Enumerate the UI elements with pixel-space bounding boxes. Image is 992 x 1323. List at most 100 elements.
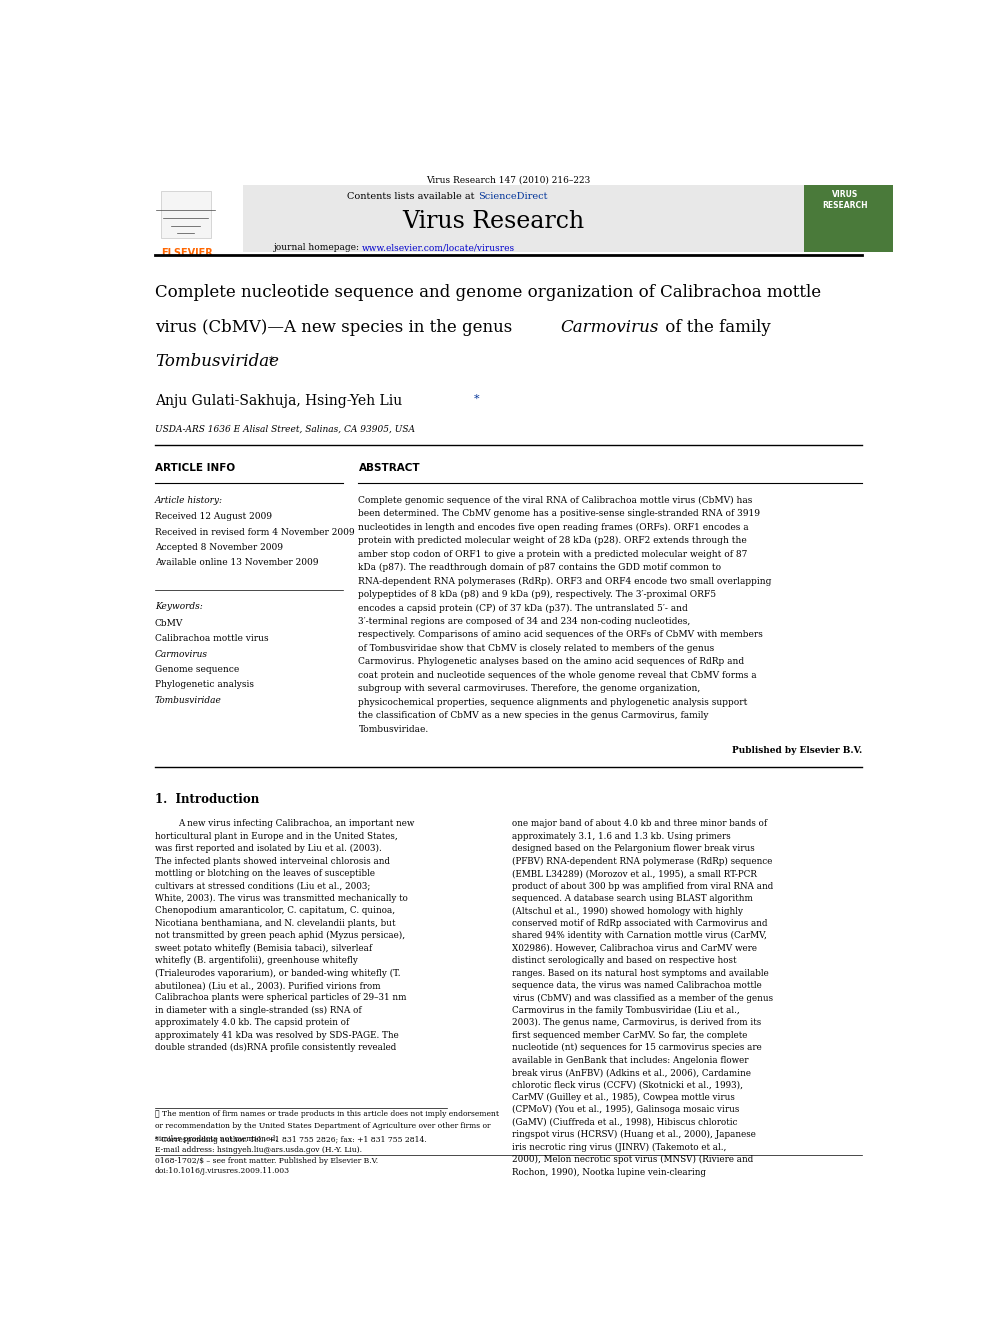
- Text: Contents lists available at: Contents lists available at: [347, 192, 478, 201]
- Text: break virus (AnFBV) (Adkins et al., 2006), Cardamine: break virus (AnFBV) (Adkins et al., 2006…: [512, 1068, 751, 1077]
- Text: Virus Research 147 (2010) 216–223: Virus Research 147 (2010) 216–223: [427, 175, 590, 184]
- Text: available in GenBank that includes: Angelonia flower: available in GenBank that includes: Ange…: [512, 1056, 749, 1065]
- Text: subgroup with several carmoviruses. Therefore, the genome organization,: subgroup with several carmoviruses. Ther…: [358, 684, 700, 693]
- Text: (GaMV) (Ciuffreda et al., 1998), Hibiscus chlorotic: (GaMV) (Ciuffreda et al., 1998), Hibiscu…: [512, 1118, 738, 1127]
- Text: ★ The mention of firm names or trade products in this article does not imply end: ★ The mention of firm names or trade pro…: [155, 1110, 499, 1118]
- Text: or recommendation by the United States Department of Agriculture over other firm: or recommendation by the United States D…: [155, 1122, 490, 1130]
- Text: Complete nucleotide sequence and genome organization of Calibrachoa mottle: Complete nucleotide sequence and genome …: [155, 284, 820, 302]
- Text: approximately 41 kDa was resolved by SDS-PAGE. The: approximately 41 kDa was resolved by SDS…: [155, 1031, 399, 1040]
- Text: *: *: [474, 394, 479, 404]
- Text: 1.  Introduction: 1. Introduction: [155, 792, 259, 806]
- Bar: [805, 185, 893, 253]
- Text: approximately 4.0 kb. The capsid protein of: approximately 4.0 kb. The capsid protein…: [155, 1019, 349, 1028]
- Text: ScienceDirect: ScienceDirect: [478, 192, 548, 201]
- Text: protein with predicted molecular weight of 28 kDa (p28). ORF2 extends through th: protein with predicted molecular weight …: [358, 536, 747, 545]
- Text: of Tombusviridae show that CbMV is closely related to members of the genus: of Tombusviridae show that CbMV is close…: [358, 644, 714, 652]
- Text: respectively. Comparisons of amino acid sequences of the ORFs of CbMV with membe: respectively. Comparisons of amino acid …: [358, 631, 764, 639]
- Text: 2003). The genus name, Carmovirus, is derived from its: 2003). The genus name, Carmovirus, is de…: [512, 1019, 762, 1028]
- Text: ELSEVIER: ELSEVIER: [161, 249, 212, 258]
- Text: Received 12 August 2009: Received 12 August 2009: [155, 512, 272, 521]
- Bar: [161, 192, 211, 238]
- Text: E-mail address: hsingyeh.liu@ars.usda.gov (H.-Y. Liu).: E-mail address: hsingyeh.liu@ars.usda.go…: [155, 1146, 362, 1154]
- Text: abutilonea) (Liu et al., 2003). Purified virions from: abutilonea) (Liu et al., 2003). Purified…: [155, 982, 380, 990]
- Text: Carmovirus: Carmovirus: [155, 650, 207, 659]
- Text: Tombusviridae: Tombusviridae: [155, 353, 279, 370]
- Text: nucleotides in length and encodes five open reading frames (ORFs). ORF1 encodes : nucleotides in length and encodes five o…: [358, 523, 749, 532]
- Text: ranges. Based on its natural host symptoms and available: ranges. Based on its natural host sympto…: [512, 968, 769, 978]
- Text: Virus Research: Virus Research: [402, 209, 584, 233]
- Text: virus (CbMV) and was classified as a member of the genus: virus (CbMV) and was classified as a mem…: [512, 994, 774, 1003]
- Text: product of about 300 bp was amplified from viral RNA and: product of about 300 bp was amplified fr…: [512, 881, 774, 890]
- Text: in diameter with a single-stranded (ss) RNA of: in diameter with a single-stranded (ss) …: [155, 1005, 361, 1015]
- Text: (CPMoV) (You et al., 1995), Galinsoga mosaic virus: (CPMoV) (You et al., 1995), Galinsoga mo…: [512, 1105, 740, 1114]
- Text: chlorotic fleck virus (CCFV) (Skotnicki et al., 1993),: chlorotic fleck virus (CCFV) (Skotnicki …: [512, 1081, 743, 1089]
- Text: was first reported and isolated by Liu et al. (2003).: was first reported and isolated by Liu e…: [155, 844, 382, 853]
- Text: the classification of CbMV as a new species in the genus Carmovirus, family: the classification of CbMV as a new spec…: [358, 710, 709, 720]
- Text: Anju Gulati-Sakhuja, Hsing-Yeh Liu: Anju Gulati-Sakhuja, Hsing-Yeh Liu: [155, 394, 402, 407]
- Text: Article history:: Article history:: [155, 496, 223, 505]
- Text: coat protein and nucleotide sequences of the whole genome reveal that CbMV forms: coat protein and nucleotide sequences of…: [358, 671, 757, 680]
- Text: mottling or blotching on the leaves of susceptible: mottling or blotching on the leaves of s…: [155, 869, 375, 878]
- Text: not transmitted by green peach aphid (Myzus persicae),: not transmitted by green peach aphid (My…: [155, 931, 405, 941]
- Text: Nicotiana benthamiana, and N. clevelandii plants, but: Nicotiana benthamiana, and N. clevelandi…: [155, 919, 395, 927]
- Text: White, 2003). The virus was transmitted mechanically to: White, 2003). The virus was transmitted …: [155, 894, 408, 904]
- Text: (Trialeurodes vaporarium), or banded-wing whitefly (T.: (Trialeurodes vaporarium), or banded-win…: [155, 968, 400, 978]
- Text: Chenopodium amaranticolor, C. capitatum, C. quinoa,: Chenopodium amaranticolor, C. capitatum,…: [155, 906, 395, 916]
- Text: Tombusviridae.: Tombusviridae.: [358, 725, 429, 733]
- Text: X02986). However, Calibrachoa virus and CarMV were: X02986). However, Calibrachoa virus and …: [512, 943, 757, 953]
- Text: shared 94% identity with Carnation mottle virus (CarMV,: shared 94% identity with Carnation mottl…: [512, 931, 767, 941]
- Text: conserved motif of RdRp associated with Carmovirus and: conserved motif of RdRp associated with …: [512, 919, 768, 927]
- Text: of the family: of the family: [660, 319, 771, 336]
- Text: Accepted 8 November 2009: Accepted 8 November 2009: [155, 542, 283, 552]
- Text: sweet potato whitefly (Bemisia tabaci), silverleaf: sweet potato whitefly (Bemisia tabaci), …: [155, 943, 372, 953]
- Text: kDa (p87). The readthrough domain of p87 contains the GDD motif common to: kDa (p87). The readthrough domain of p87…: [358, 564, 721, 573]
- Text: double stranded (ds)RNA profile consistently revealed: double stranded (ds)RNA profile consiste…: [155, 1044, 396, 1052]
- Text: one major band of about 4.0 kb and three minor bands of: one major band of about 4.0 kb and three…: [512, 819, 768, 828]
- Text: * Corresponding author. Tel.: +1 831 755 2826; fax: +1 831 755 2814.: * Corresponding author. Tel.: +1 831 755…: [155, 1135, 427, 1143]
- Text: Keywords:: Keywords:: [155, 602, 202, 611]
- Text: encodes a capsid protein (CP) of 37 kDa (p37). The untranslated 5′- and: encodes a capsid protein (CP) of 37 kDa …: [358, 603, 688, 613]
- Text: 2000), Melon necrotic spot virus (MNSV) (Riviere and: 2000), Melon necrotic spot virus (MNSV) …: [512, 1155, 754, 1164]
- Text: designed based on the Pelargonium flower break virus: designed based on the Pelargonium flower…: [512, 844, 755, 853]
- Text: sequence data, the virus was named Calibrachoa mottle: sequence data, the virus was named Calib…: [512, 982, 762, 990]
- Text: iris necrotic ring virus (JINRV) (Takemoto et al.,: iris necrotic ring virus (JINRV) (Takemo…: [512, 1143, 726, 1152]
- Text: www.elsevier.com/locate/virusres: www.elsevier.com/locate/virusres: [362, 243, 516, 253]
- Text: 0168-1702/$ – see front matter. Published by Elsevier B.V.: 0168-1702/$ – see front matter. Publishe…: [155, 1158, 378, 1166]
- Text: VIRUS
RESEARCH: VIRUS RESEARCH: [822, 191, 868, 210]
- Text: Published by Elsevier B.V.: Published by Elsevier B.V.: [732, 746, 862, 755]
- Text: Available online 13 November 2009: Available online 13 November 2009: [155, 558, 318, 568]
- Text: CarMV (Guilley et al., 1985), Cowpea mottle virus: CarMV (Guilley et al., 1985), Cowpea mot…: [512, 1093, 735, 1102]
- Text: (PFBV) RNA-dependent RNA polymerase (RdRp) sequence: (PFBV) RNA-dependent RNA polymerase (RdR…: [512, 857, 773, 867]
- Text: Received in revised form 4 November 2009: Received in revised form 4 November 2009: [155, 528, 354, 537]
- Bar: [155, 185, 243, 253]
- Text: ringspot virus (HCRSV) (Huang et al., 2000), Japanese: ringspot virus (HCRSV) (Huang et al., 20…: [512, 1130, 756, 1139]
- Bar: [155, 185, 805, 253]
- Text: Genome sequence: Genome sequence: [155, 665, 239, 673]
- Text: Complete genomic sequence of the viral RNA of Calibrachoa mottle virus (CbMV) ha: Complete genomic sequence of the viral R…: [358, 496, 753, 505]
- Text: distinct serologically and based on respective host: distinct serologically and based on resp…: [512, 957, 737, 966]
- Text: Carmovirus. Phylogenetic analyses based on the amino acid sequences of RdRp and: Carmovirus. Phylogenetic analyses based …: [358, 658, 745, 667]
- Text: approximately 3.1, 1.6 and 1.3 kb. Using primers: approximately 3.1, 1.6 and 1.3 kb. Using…: [512, 832, 731, 841]
- Text: whitefly (B. argentifolii), greenhouse whitefly: whitefly (B. argentifolii), greenhouse w…: [155, 957, 358, 966]
- Text: virus (CbMV)—A new species in the genus: virus (CbMV)—A new species in the genus: [155, 319, 517, 336]
- Text: A new virus infecting Calibrachoa, an important new: A new virus infecting Calibrachoa, an im…: [178, 819, 415, 828]
- Text: Calibrachoa plants were spherical particles of 29–31 nm: Calibrachoa plants were spherical partic…: [155, 994, 407, 1003]
- Text: Calibrachoa mottle virus: Calibrachoa mottle virus: [155, 635, 269, 643]
- Text: Rochon, 1990), Nootka lupine vein-clearing: Rochon, 1990), Nootka lupine vein-cleari…: [512, 1167, 706, 1176]
- Text: The infected plants showed interveinal chlorosis and: The infected plants showed interveinal c…: [155, 857, 390, 865]
- Text: ARTICLE INFO: ARTICLE INFO: [155, 463, 235, 474]
- Text: journal homepage:: journal homepage:: [274, 243, 362, 253]
- Text: (EMBL L34289) (Morozov et al., 1995), a small RT-PCR: (EMBL L34289) (Morozov et al., 1995), a …: [512, 869, 757, 878]
- Text: RNA-dependent RNA polymerases (RdRp). ORF3 and ORF4 encode two small overlapping: RNA-dependent RNA polymerases (RdRp). OR…: [358, 577, 772, 586]
- Text: first sequenced member CarMV. So far, the complete: first sequenced member CarMV. So far, th…: [512, 1031, 748, 1040]
- Text: horticultural plant in Europe and in the United States,: horticultural plant in Europe and in the…: [155, 832, 398, 841]
- Text: nucleotide (nt) sequences for 15 carmovirus species are: nucleotide (nt) sequences for 15 carmovi…: [512, 1044, 762, 1052]
- Text: Tombusviridae: Tombusviridae: [155, 696, 221, 705]
- Text: similar products not mentioned.: similar products not mentioned.: [155, 1135, 278, 1143]
- Text: amber stop codon of ORF1 to give a protein with a predicted molecular weight of : amber stop codon of ORF1 to give a prote…: [358, 550, 748, 558]
- Text: Carmovirus: Carmovirus: [559, 319, 659, 336]
- Text: CbMV: CbMV: [155, 619, 184, 628]
- Text: USDA-ARS 1636 E Alisal Street, Salinas, CA 93905, USA: USDA-ARS 1636 E Alisal Street, Salinas, …: [155, 425, 415, 434]
- Text: 3′-terminal regions are composed of 34 and 234 non-coding nucleotides,: 3′-terminal regions are composed of 34 a…: [358, 617, 690, 626]
- Text: (Altschul et al., 1990) showed homology with highly: (Altschul et al., 1990) showed homology …: [512, 906, 743, 916]
